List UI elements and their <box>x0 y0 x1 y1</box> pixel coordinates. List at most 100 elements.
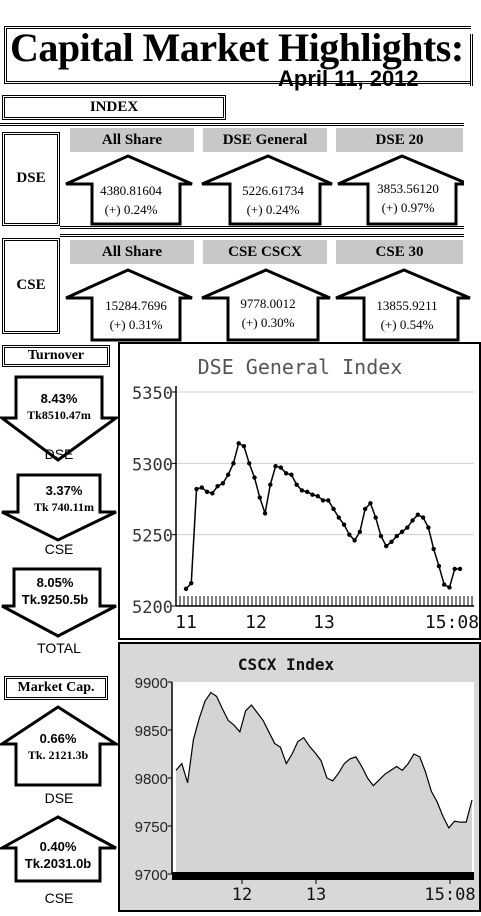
market-cap-cse-values: 0.40% Tk.2031.0b <box>10 838 106 872</box>
data-point <box>310 492 315 497</box>
turnover-label: Turnover <box>2 345 110 367</box>
dse-top-rule <box>0 123 464 130</box>
x-tick-label: 15:08 <box>425 612 479 633</box>
y-tick-label: 9900 <box>135 675 168 692</box>
dse-20-header: DSE 20 <box>336 128 463 152</box>
cse-cscx-value: 9778.0012 <box>240 296 296 311</box>
data-point <box>304 489 310 495</box>
cse-30-up-arrow-icon <box>335 268 471 342</box>
turnover-cse-caption: CSE <box>44 541 74 557</box>
cse-30-value-block: 13855.9211 (+) 0.54% <box>359 296 455 334</box>
data-point <box>204 489 210 495</box>
data-point <box>362 506 368 512</box>
data-point <box>341 522 347 527</box>
data-point <box>320 498 326 503</box>
cse-all-share-header: All Share <box>70 240 194 264</box>
data-point <box>268 482 273 487</box>
cse-all-share-value: 15284.7696 <box>105 298 167 313</box>
x-tick-label: 15:08 <box>424 885 475 905</box>
dse-20-value: 3853.56120 <box>377 181 439 196</box>
cscx-chart-panel: CSCX Index 9900 9850 9800 9750 9700 12 13 15:08 <box>118 642 481 912</box>
data-point <box>457 566 463 572</box>
y-tick-label: 9750 <box>135 819 168 836</box>
market-cap-cse-up-arrow-icon <box>0 815 117 883</box>
data-point <box>194 486 199 492</box>
x-tick-label: 11 <box>175 612 197 633</box>
y-tick-label: 5350 <box>132 384 173 404</box>
dse-all-share-value-block: 4380.81604 (+) 0.24% <box>90 181 172 219</box>
data-point <box>299 488 305 493</box>
dse-general-change: (+) 0.24% <box>246 202 300 217</box>
cse-30-change: (+) 0.54% <box>380 317 434 332</box>
data-point <box>389 539 394 544</box>
data-point <box>394 533 399 539</box>
cse-arrows <box>65 268 471 342</box>
cscx-chart: CSCX Index 9900 9850 9800 9750 9700 12 13 15:08 <box>135 655 476 905</box>
data-point <box>452 566 457 572</box>
data-point <box>241 444 247 449</box>
x-axis-bar <box>172 872 474 880</box>
x-tick-label: 12 <box>245 612 267 633</box>
data-point <box>215 483 220 489</box>
turnover-total-caption: TOTAL <box>37 640 81 656</box>
data-point <box>405 525 410 530</box>
turnover-total-pct: 8.05% <box>36 575 74 590</box>
title-frame-rule <box>470 34 473 86</box>
market-cap-cse-pct: 0.40% <box>39 839 77 854</box>
dse-all-share-value: 4380.81604 <box>100 183 162 198</box>
data-point <box>210 491 215 496</box>
market-cap-dse-caption: DSE <box>44 790 74 806</box>
cse-all-share-value-block: 15284.7696 (+) 0.31% <box>93 296 179 334</box>
data-point <box>431 546 436 552</box>
dse-20-value-block: 3853.56120 (+) 0.97% <box>363 179 453 217</box>
cse-all-share-change: (+) 0.31% <box>109 317 163 332</box>
dse-all-share-header: All Share <box>70 128 194 152</box>
data-point <box>236 441 241 446</box>
turnover-dse-pct: 8.43% <box>40 391 78 406</box>
turnover-cse-amount: Tk 740.11m <box>33 500 94 514</box>
market-cap-cse-amount: Tk.2031.0b <box>24 856 92 871</box>
data-point <box>347 532 352 537</box>
dse-general-value-block: 5226.61734 (+) 0.24% <box>228 181 318 219</box>
cse-cscx-change: (+) 0.30% <box>241 315 295 330</box>
market-cap-dse-pct: 0.66% <box>39 731 77 746</box>
dse-all-share-change: (+) 0.24% <box>104 202 158 217</box>
series-line <box>175 691 473 829</box>
turnover-dse-caption: DSE <box>44 446 74 462</box>
x-tick-label: 13 <box>306 885 326 905</box>
data-point <box>252 475 257 480</box>
y-tick-label: 5300 <box>132 455 173 475</box>
cse-all-share-up-arrow-icon <box>65 268 193 342</box>
cse-top-rule <box>60 234 464 241</box>
dse-bottom-rule <box>60 226 464 233</box>
data-point <box>352 538 357 543</box>
turnover-dse-values: 8.43% Tk8510.47m <box>12 390 106 424</box>
market-cap-cse-caption: CSE <box>44 890 74 906</box>
series-area <box>176 692 472 874</box>
market-cap-dse-up-arrow-icon <box>0 705 118 787</box>
turnover-dse-down-arrow-icon <box>0 375 118 462</box>
data-point <box>373 515 378 520</box>
data-point <box>220 481 226 486</box>
turnover-cse-pct: 3.37% <box>45 483 83 498</box>
dse-arrows <box>65 154 464 226</box>
y-tick-label: 9700 <box>135 867 168 884</box>
dse-20-change: (+) 0.97% <box>381 200 435 215</box>
data-point <box>225 472 231 477</box>
y-tick-label: 5200 <box>132 598 173 618</box>
data-point <box>289 472 294 477</box>
data-point <box>283 471 289 476</box>
data-point <box>415 512 421 517</box>
turnover-total-down-arrow-icon <box>1 567 117 638</box>
dse-general-header: DSE General <box>203 128 327 152</box>
chart-title: DSE General Index <box>198 355 403 379</box>
data-point <box>436 563 442 569</box>
dse-20-up-arrow-icon <box>337 154 464 226</box>
data-point <box>447 585 452 590</box>
cse-label: CSE <box>2 238 60 334</box>
turnover-cse-values: 3.37% Tk 740.11m <box>18 482 110 516</box>
dse-general-value: 5226.61734 <box>242 183 304 198</box>
dse-label: DSE <box>2 132 60 226</box>
cse-cscx-header: CSE CSCX <box>203 240 327 264</box>
